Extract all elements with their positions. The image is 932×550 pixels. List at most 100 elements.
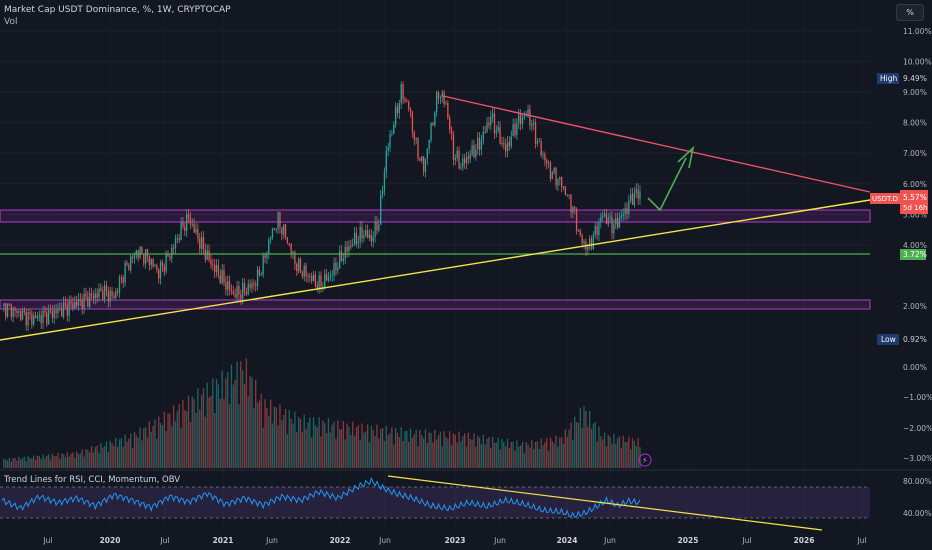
volume-bar [18,456,20,468]
volume-bar [105,441,108,468]
volume-bar [122,446,124,468]
volume-bar [44,457,46,468]
volume-bar [355,427,358,468]
candle-body [631,194,634,205]
candle-body [284,224,287,238]
candle-body [587,246,589,250]
candle-body [454,157,456,160]
svg-text:3.72%: 3.72% [903,250,927,259]
candle-body [109,290,111,302]
volume-bar [353,435,356,468]
candle-body [600,216,602,223]
candles [3,81,641,332]
candle-body [445,103,447,105]
volume-bar [33,455,35,468]
candle-body [70,301,72,304]
candle-body [124,262,126,283]
volume-bar [256,402,259,468]
volume-bar [286,434,289,468]
volume-bar [602,439,604,468]
time-tick: Jul [42,536,52,545]
price-tick: 6.00% [903,180,927,189]
candle-body [339,251,341,268]
candle-body [531,124,533,126]
volume-bar [74,457,76,468]
candle-body [616,218,619,228]
candle-body [217,265,220,276]
candle-body [495,131,498,134]
candle-body [156,265,158,270]
volume-bar [169,413,171,468]
volume-bar [458,431,460,468]
candle-body [452,134,455,160]
candle-body [55,310,57,314]
candle-body [409,108,412,113]
candle-body [559,177,561,180]
volume-bar [247,396,249,468]
volume-bar [505,446,507,468]
candle-body [525,115,527,117]
volume-bar [92,452,95,468]
candle-body [633,192,636,205]
volume-bar [135,435,137,468]
candle-body [329,275,331,278]
candle-body [249,283,251,288]
candle-body [396,106,399,113]
volume-bar [574,416,576,468]
candle-body [505,144,507,152]
volume-bar [611,443,613,468]
candle-body [324,274,326,287]
percent-scale-button[interactable]: % [896,4,924,21]
volume-bar [109,440,111,468]
candle-body [408,102,410,109]
volume-bar [144,427,147,468]
candle-body [566,194,568,196]
price-tick: 10.00% [903,57,932,66]
time-tick: Jun [378,536,391,545]
volume-bar [143,428,145,468]
candle-body [187,214,190,218]
volume-bar [484,444,486,468]
candle-body [337,267,339,271]
trend-line-red [442,95,871,193]
time-tick: Jun [603,536,616,545]
volume-bar [191,396,193,468]
volume-bar [262,427,264,468]
svg-text:USDT.D: USDT.D [872,195,898,203]
candle-body [210,260,212,265]
candle-body [118,277,121,293]
candle-body [478,137,481,150]
volume-bar [497,437,499,468]
candle-body [230,289,233,292]
candle-body [572,206,574,213]
candle-body [281,227,283,235]
volume-bar [311,437,313,468]
volume-bar [303,414,305,468]
volume-bar [126,441,128,468]
volume-bar [210,395,212,468]
volume-bar [214,412,216,468]
candle-body [314,274,317,286]
volume-bar [432,442,434,468]
volume-bar [467,432,470,468]
volume-bar [324,422,326,468]
volume-bar [159,422,162,468]
price-badges: High 9.49% Low 0.92% USDT.D 5.57% 5d 16h… [870,73,928,345]
volume-bar [521,441,524,468]
volume-bar [96,445,98,468]
volume-bar [90,446,93,468]
price-tick: 7.00% [903,149,927,158]
candle-body [62,302,65,317]
candle-body [458,150,460,169]
volume-bar [637,437,639,468]
candle-body [432,123,434,126]
time-tick: Jul [741,536,751,545]
volume-bar [352,421,354,468]
candle-body [255,284,257,287]
volume-bar [594,422,596,468]
chart-title: Market Cap USDT Dominance, %, 1W, CRYPTO… [4,5,231,15]
candle-body [475,149,477,158]
candle-body [31,313,33,325]
candle-body [40,315,42,324]
